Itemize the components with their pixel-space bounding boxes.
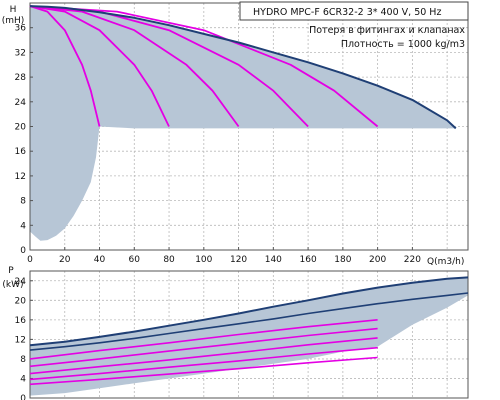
pump-count-curve (29, 5, 240, 128)
speed-power-curve (29, 327, 378, 368)
y-tick-label: 0 (20, 394, 26, 400)
x-tick-label: 0 (27, 255, 33, 265)
y-tick-label: 36 (15, 24, 27, 34)
y-tick-label: 20 (15, 296, 27, 306)
y-tick-label: 28 (15, 73, 27, 83)
max-power-curve (29, 276, 469, 347)
power-panel: 0 4 8 12 16 20 24 (15, 270, 469, 400)
x-tick-label: 180 (334, 255, 351, 265)
pump-count-curve (29, 5, 101, 127)
x-tick-label: 100 (195, 255, 212, 265)
x-tick-label: 80 (163, 255, 175, 265)
note-fittings: Потеря в фитингах и клапанах (309, 25, 465, 36)
y-tick-label: 8 (20, 355, 26, 365)
speed-power-curve (29, 319, 378, 360)
y-tick-label: 24 (15, 98, 27, 108)
operating-area (30, 6, 456, 241)
y-tick-label: 8 (20, 197, 26, 207)
pump-count-curve (29, 5, 379, 128)
chart-title: HYDRO MPC-F 6CR32-2 3* 400 V, 50 Hz (253, 7, 441, 18)
y-tick-label: 20 (15, 123, 27, 133)
p1-power-curve (29, 292, 469, 351)
y-tick-label: 24 (15, 277, 27, 287)
x-tick-label: 220 (404, 255, 421, 265)
x-tick-label: 120 (230, 255, 247, 265)
y-tick-label: 12 (15, 335, 26, 345)
y-tick-label: 4 (20, 374, 26, 384)
speed-power-curve (29, 346, 378, 381)
y-tick-label: 16 (15, 316, 27, 326)
y-tick-label: 12 (15, 172, 26, 182)
head-axis-title: H (10, 5, 17, 15)
flow-axis-title: Q(m3/h) (427, 257, 464, 267)
title-frame (239, 1, 469, 21)
speed-power-curve (29, 356, 378, 386)
x-tick-label: 60 (129, 255, 141, 265)
max-speed-curve (29, 5, 457, 130)
power-axis-unit: (kW) (2, 280, 23, 290)
plot-frame (29, 270, 469, 399)
x-tick-label: 20 (59, 255, 71, 265)
x-tick-label: 40 (94, 255, 106, 265)
y-tick-label: 32 (15, 48, 26, 58)
note-density: Плотность = 1000 kg/m3 (341, 39, 465, 50)
y-tick-label: 16 (15, 147, 27, 157)
y-tick-label: 4 (20, 221, 26, 231)
y-tick-label: 0 (20, 246, 26, 256)
speed-power-curve (29, 337, 378, 375)
head-axis-unit: (mH) (2, 16, 25, 26)
x-tick-label: 200 (369, 255, 386, 265)
x-tick-label: 160 (300, 255, 317, 265)
head-panel: 0 4 8 12 16 20 24 28 32 36 0 20 40 60 80 100 120 140 160 18… (15, 2, 469, 265)
title-box: HYDRO MPC-F 6CR32-2 3* 400 V, 50 Hz Поте… (239, 1, 469, 50)
x-tick-label: 140 (265, 255, 282, 265)
power-axis-title: P (8, 266, 14, 276)
pump-count-curve (29, 5, 170, 127)
